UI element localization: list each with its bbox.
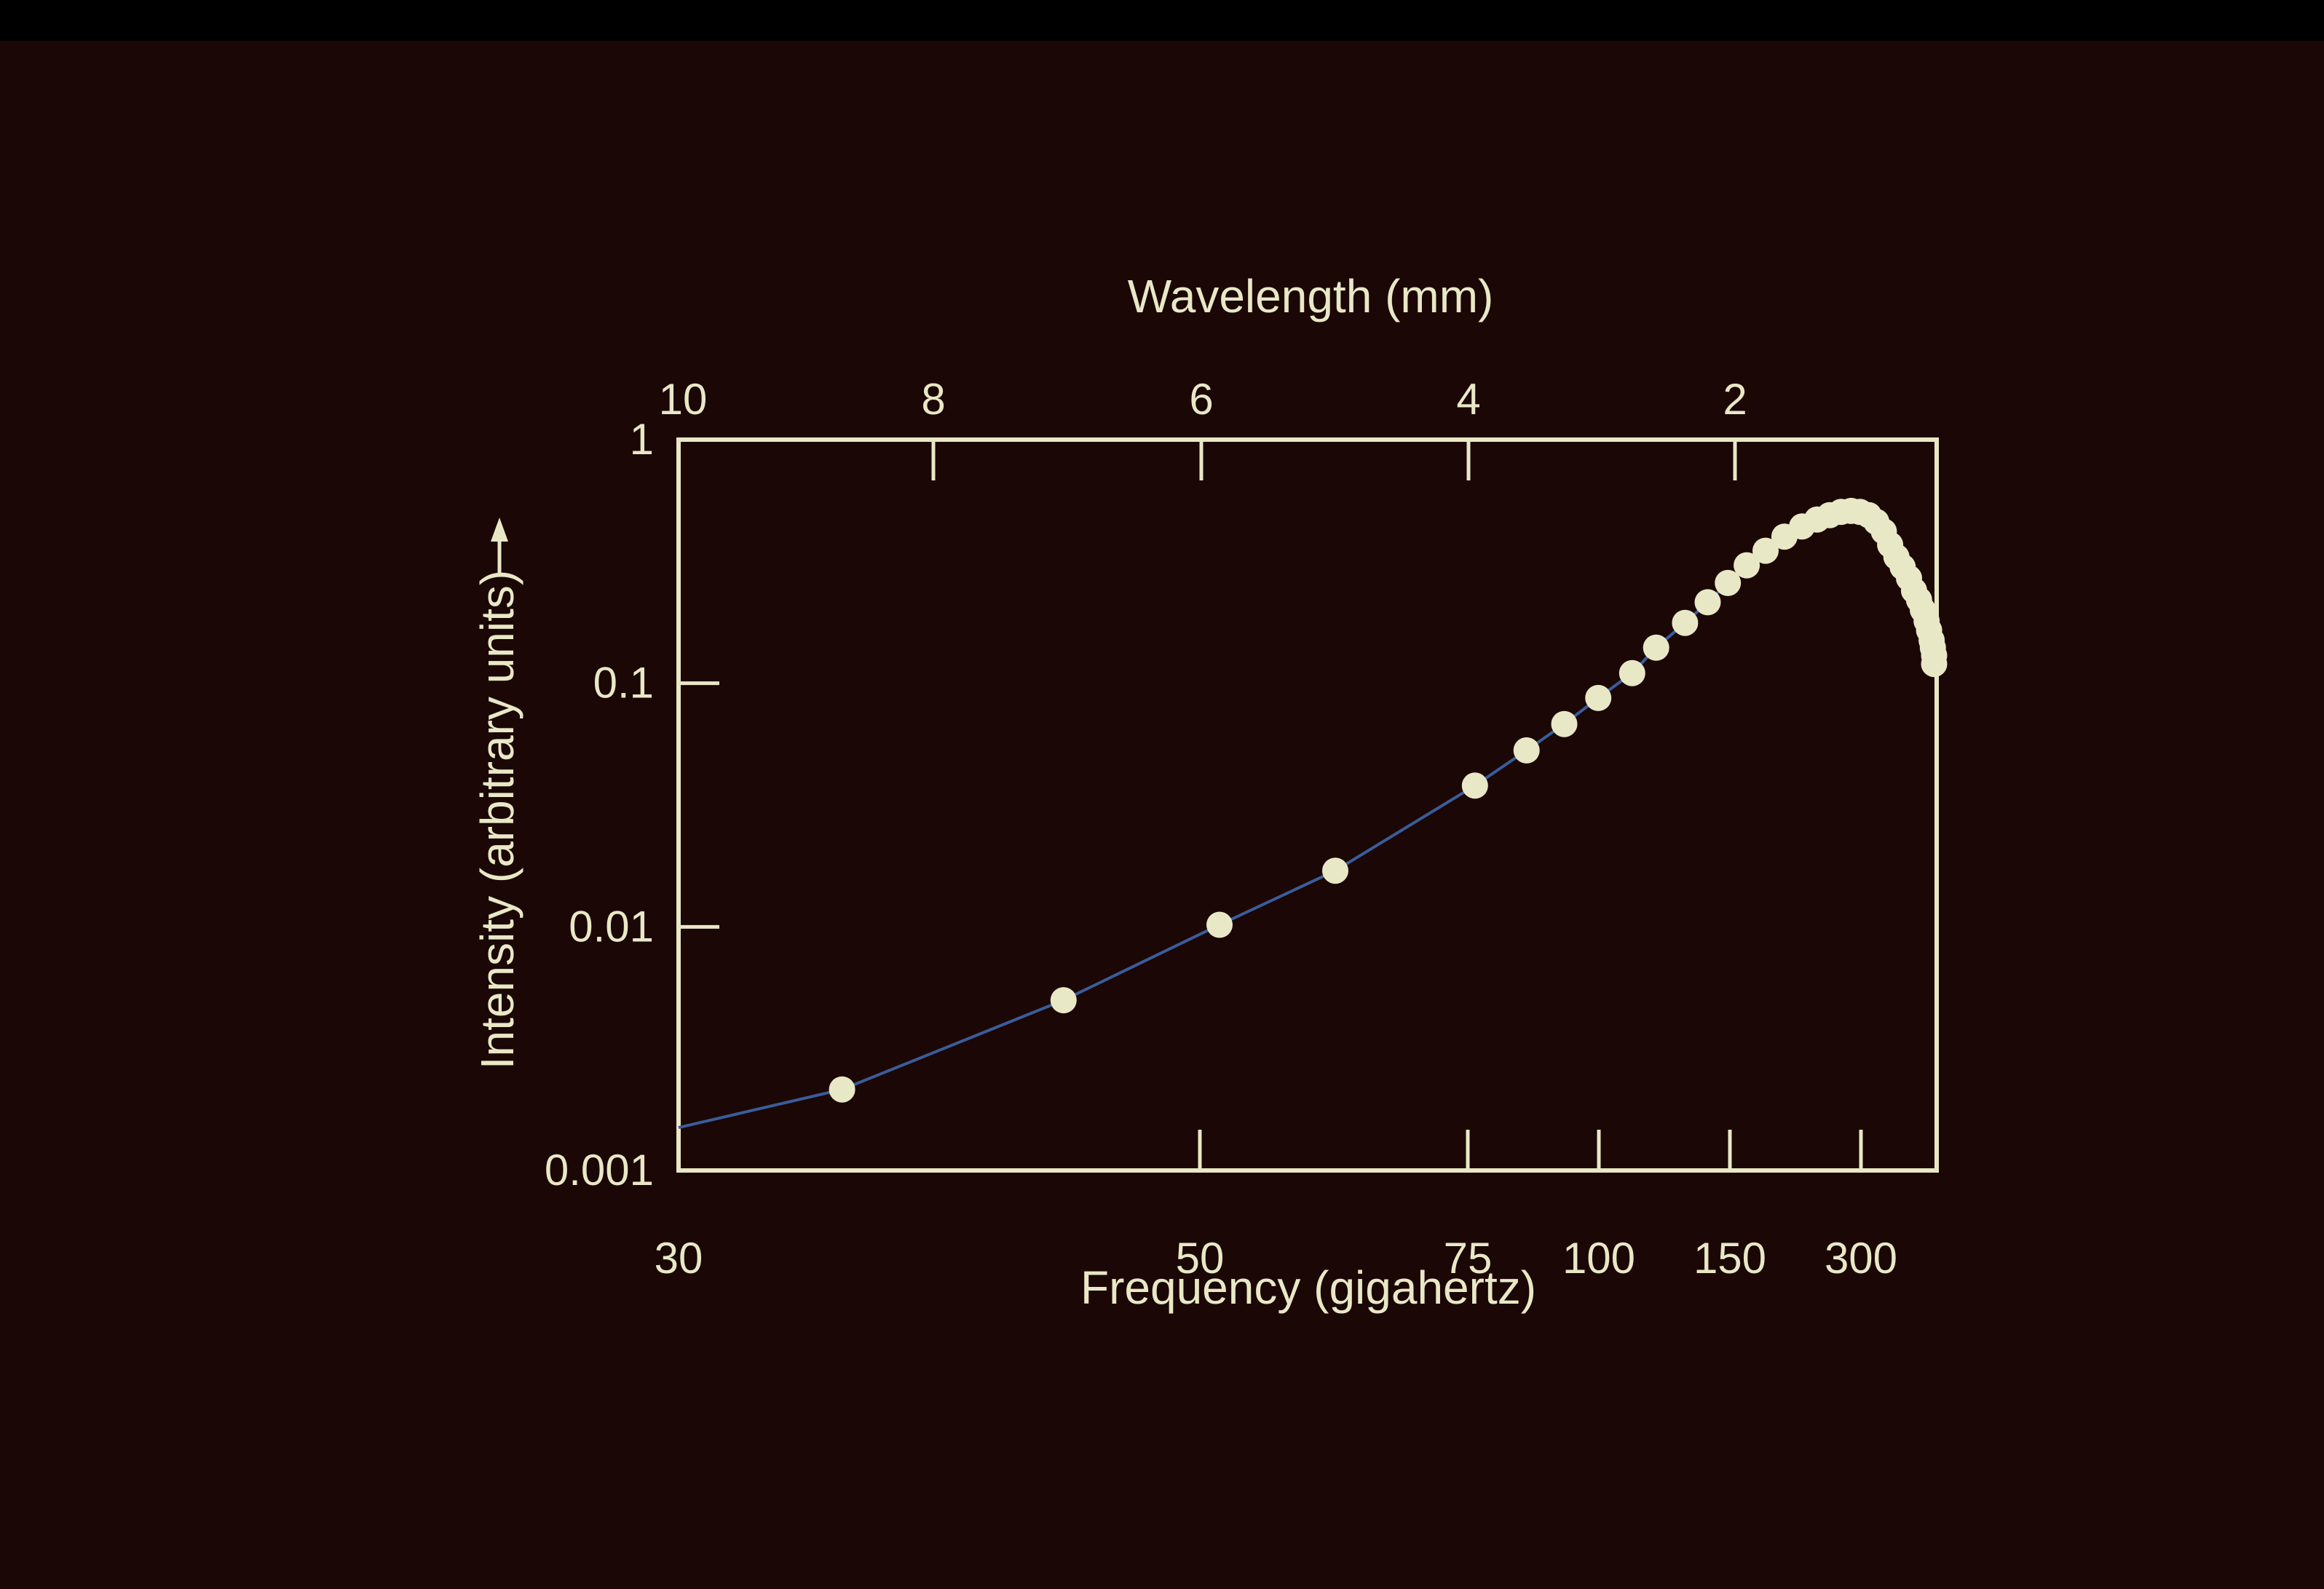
x-tick-label: 30 bbox=[655, 1234, 703, 1283]
data-point bbox=[1322, 857, 1348, 884]
x2-tick-label: 8 bbox=[921, 375, 945, 424]
x2-tick-label: 6 bbox=[1189, 375, 1213, 424]
y-tick-label: 0.1 bbox=[593, 659, 654, 708]
data-point bbox=[1551, 710, 1578, 737]
data-points bbox=[829, 497, 1948, 1103]
x2-tick-label: 10 bbox=[659, 375, 708, 424]
data-point bbox=[829, 1076, 855, 1103]
chart: 30 50 75 100 150 300 10 8 6 4 2 0.001 0.01 0.1 1 Wavel… bbox=[471, 270, 1948, 1314]
data-point bbox=[1734, 552, 1760, 579]
plot-frame bbox=[676, 437, 1939, 1173]
x2-tick-label: 2 bbox=[1723, 375, 1747, 424]
data-point bbox=[1618, 659, 1645, 686]
data-point bbox=[1643, 634, 1669, 661]
intensity-axis-title: Intensity (arbitrary units) bbox=[471, 570, 523, 1069]
axis-ticks bbox=[679, 440, 1863, 1170]
x-tick-label: 300 bbox=[1825, 1234, 1897, 1283]
tick-labels: 30 50 75 100 150 300 10 8 6 4 2 0.001 0.01 0.1 1 bbox=[545, 375, 1897, 1283]
data-point bbox=[1752, 537, 1779, 564]
y-tick-label: 0.001 bbox=[545, 1146, 654, 1194]
x2-tick-label: 4 bbox=[1456, 375, 1480, 424]
data-point bbox=[1921, 651, 1948, 678]
y-tick-label: 0.01 bbox=[569, 902, 654, 951]
x-tick-label: 75 bbox=[1444, 1234, 1493, 1283]
data-point bbox=[1715, 569, 1742, 596]
wavelength-axis-title: Wavelength (mm) bbox=[1128, 270, 1494, 322]
data-point bbox=[1206, 911, 1233, 938]
x-tick-label: 100 bbox=[1562, 1234, 1635, 1283]
slide-background: 30 50 75 100 150 300 10 8 6 4 2 0.001 0.01 0.1 1 Wavel… bbox=[0, 41, 2324, 1589]
data-point bbox=[1694, 589, 1721, 616]
data-point bbox=[1672, 609, 1699, 636]
frequency-axis-title: Frequency (gigahertz) bbox=[1080, 1261, 1536, 1314]
x-tick-label: 50 bbox=[1176, 1234, 1225, 1283]
y-axis-arrow bbox=[491, 518, 508, 576]
x-tick-label: 150 bbox=[1693, 1234, 1766, 1283]
data-point bbox=[1513, 737, 1540, 764]
fit-curve bbox=[678, 509, 1936, 1130]
data-point bbox=[1585, 684, 1612, 711]
data-point bbox=[1461, 772, 1488, 799]
y-tick-label: 1 bbox=[630, 415, 654, 464]
data-point bbox=[1050, 987, 1077, 1014]
